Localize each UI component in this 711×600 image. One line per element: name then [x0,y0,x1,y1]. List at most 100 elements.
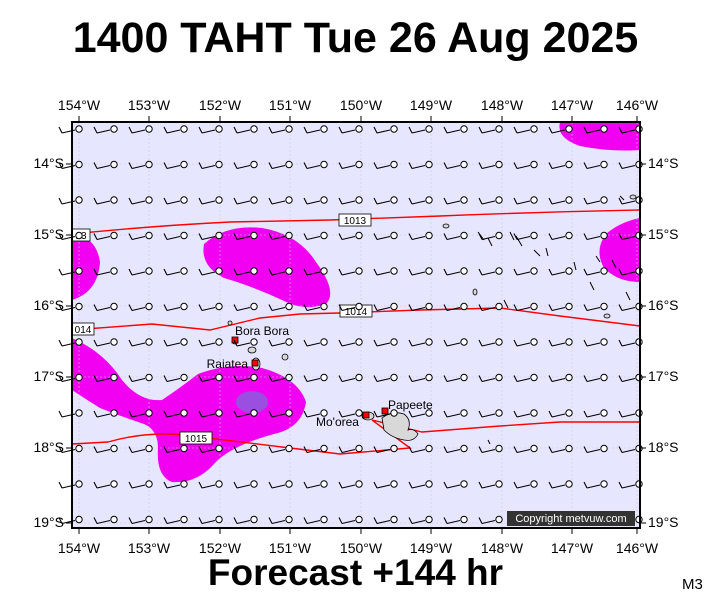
wind-barb [408,302,433,312]
wind-barb [163,267,188,276]
wind-barb [373,160,398,170]
latitude-labels-right: 14°S 15°S 16°S 17°S 18°S 19°S [648,155,679,530]
wind-barb [583,444,608,454]
wind-barb [128,373,153,383]
wind-barb [58,444,83,454]
wind-barb [548,160,573,170]
huahine-island [281,353,289,361]
wind-barb [373,515,398,525]
wind-barb [408,231,433,241]
wind-barb [478,515,503,525]
wind-barb [233,302,258,312]
wind-barb [268,125,293,134]
precipitation-layer [72,122,640,483]
wind-barb [233,196,258,205]
svg-text:15°S: 15°S [33,226,64,242]
wind-barb [163,302,188,312]
place-label-papeete: Papeete [388,398,433,412]
wind-barb [303,160,328,170]
svg-text:15°S: 15°S [648,226,679,242]
wind-barb [373,409,398,418]
wind-barb [268,409,293,418]
wind-barb [93,338,118,347]
wind-barb [163,338,188,347]
wind-barb [338,267,363,276]
wind-barb [338,480,363,489]
svg-text:16°S: 16°S [648,297,679,313]
svg-text:1014: 1014 [345,307,368,318]
wind-barb [408,160,433,170]
wind-barb [478,373,503,383]
wind-barb [373,231,398,241]
wind-barb [198,444,223,454]
wind-barb [548,231,573,241]
atoll-1 [442,223,450,229]
wind-barb [338,338,363,347]
wind-barb [443,373,468,383]
wind-barb [198,409,223,418]
wind-barb [583,302,608,312]
wind-barb [443,302,468,312]
wind-barb [513,160,538,170]
wind-barb [128,231,153,241]
atoll-2 [603,313,611,319]
wind-barb [303,480,328,489]
wind-barb [408,480,433,489]
wind-barb [303,196,328,205]
wind-barb [548,302,573,312]
svg-text:17°S: 17°S [648,368,679,384]
svg-text:153°W: 153°W [128,97,171,113]
longitude-labels-bottom: 154°W 153°W 152°W 151°W 150°W 149°W 148°… [58,540,659,556]
wind-barb [443,338,468,347]
atoll-4 [472,288,478,296]
wind-barb [513,125,538,134]
wind-barb [198,338,223,347]
svg-text:19°S: 19°S [648,514,679,530]
axis-ticks [66,116,646,534]
wind-barb [338,302,363,312]
wind-barb [478,480,503,489]
wind-barb [443,125,468,134]
wind-barb [233,444,258,454]
svg-text:146°W: 146°W [616,540,659,556]
svg-text:151°W: 151°W [269,97,312,113]
wind-barb [373,338,398,347]
wind-barb [233,267,258,276]
wind-barb [58,160,83,170]
wind-barb [163,409,188,418]
wind-barb [233,160,258,170]
wind-barb [163,196,188,205]
wind-barb [583,231,608,241]
wind-barb [128,267,153,276]
wind-barb [443,444,468,454]
wind-barb [513,444,538,454]
wind-barb [303,231,328,241]
svg-text:152°W: 152°W [199,540,242,556]
svg-text:147°W: 147°W [551,540,594,556]
wind-barb [233,409,258,418]
wind-barb [303,409,328,418]
wind-barb [443,196,468,205]
wind-barb [93,196,118,205]
longitude-labels-top: 154°W 153°W 152°W 151°W 150°W 149°W 148°… [58,97,659,113]
rain-area-north-central [203,227,331,308]
wind-barb [163,125,188,134]
wind-barb [338,125,363,134]
isobar-edge-label-014: 014 [71,322,95,336]
wind-barb [373,302,398,312]
rain-area-heavy-core [236,391,268,413]
wind-barb [58,196,83,205]
wind-barb [268,231,293,241]
wind-barb [478,196,503,205]
wind-barb [268,480,293,489]
wind-barb [268,267,293,276]
copyright-text: Copyright metvuw.com [515,513,626,525]
svg-text:147°W: 147°W [551,97,594,113]
wind-barb [338,196,363,205]
wind-barb [478,267,503,276]
wind-barb [513,196,538,205]
wind-barb [163,480,188,489]
map-title: 1400 TAHT Tue 26 Aug 2025 [72,14,639,62]
svg-text:152°W: 152°W [199,97,242,113]
isobar-label-1013: 1013 [338,213,372,227]
